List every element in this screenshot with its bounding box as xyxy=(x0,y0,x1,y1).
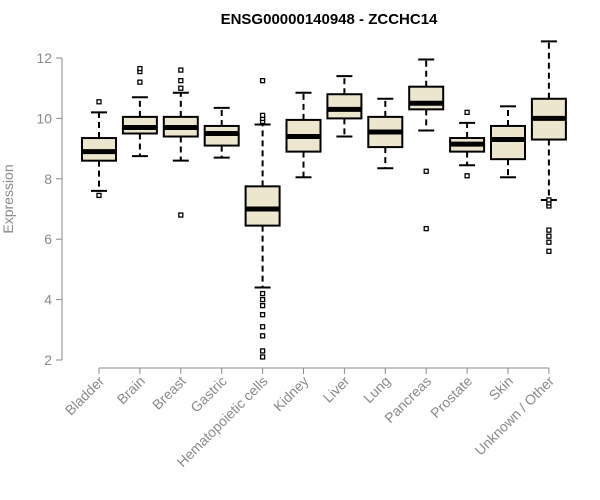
outlier-point xyxy=(137,65,143,72)
y-tick-label: 12 xyxy=(36,50,52,66)
box-group xyxy=(121,65,158,158)
outlier-point xyxy=(546,233,552,239)
box-group xyxy=(81,99,117,199)
box-group xyxy=(162,67,199,218)
outlier-point xyxy=(464,109,470,116)
x-tick-label: Brain xyxy=(114,373,148,407)
outlier-point xyxy=(259,324,266,330)
outlier-point xyxy=(178,78,184,84)
outlier-point xyxy=(259,312,266,318)
outlier-point xyxy=(423,225,429,232)
outlier-point xyxy=(423,168,429,174)
chart-title: ENSG00000140948 - ZCCHC14 xyxy=(221,11,438,28)
y-axis-label: Expression xyxy=(0,164,16,233)
outlier-point xyxy=(259,290,266,297)
x-tick-label: Bladder xyxy=(62,373,108,419)
y-tick-label: 2 xyxy=(44,352,52,368)
outlier-point xyxy=(259,354,266,360)
y-tick-label: 6 xyxy=(44,231,52,247)
x-tick-label: Liver xyxy=(320,373,353,406)
outlier-point xyxy=(259,296,266,303)
x-tick-label: Skin xyxy=(486,373,517,404)
outlier-point xyxy=(546,248,552,254)
box-group xyxy=(367,97,404,170)
outlier-point xyxy=(259,333,266,339)
outlier-point xyxy=(546,197,552,203)
x-tick-label: Kidney xyxy=(270,373,312,415)
y-tick-label: 4 xyxy=(44,292,52,308)
x-tick-label: Prostate xyxy=(427,373,475,421)
iqr-box xyxy=(326,93,363,120)
outlier-point xyxy=(546,239,552,245)
box-group xyxy=(449,109,486,179)
outlier-point xyxy=(259,78,266,84)
y-tick-label: 10 xyxy=(36,110,52,126)
y-tick-label: 8 xyxy=(44,171,52,187)
box-group xyxy=(285,91,322,179)
outlier-point xyxy=(96,99,102,105)
outlier-point xyxy=(178,85,184,91)
outlier-point xyxy=(96,192,102,199)
box-group xyxy=(244,78,281,360)
box-group xyxy=(530,40,567,254)
y-axis: 2 4 6 8 10 12 xyxy=(36,50,63,368)
box-group xyxy=(408,58,445,232)
box-group xyxy=(203,106,240,159)
iqr-box xyxy=(244,185,281,227)
x-tick-label: Breast xyxy=(149,373,189,413)
box-group xyxy=(326,75,363,138)
outlier-point xyxy=(178,212,184,218)
outlier-point xyxy=(464,173,470,179)
boxes-layer xyxy=(81,40,567,360)
outlier-point xyxy=(259,112,266,119)
x-tick-label: Lung xyxy=(360,373,393,406)
outlier-point xyxy=(546,227,552,233)
box-group xyxy=(490,105,526,179)
iqr-box xyxy=(490,124,526,161)
outlier-point xyxy=(259,302,266,309)
outlier-point xyxy=(137,79,143,85)
outlier-point xyxy=(178,67,184,73)
outlier-point xyxy=(259,348,266,354)
iqr-box xyxy=(408,85,445,111)
